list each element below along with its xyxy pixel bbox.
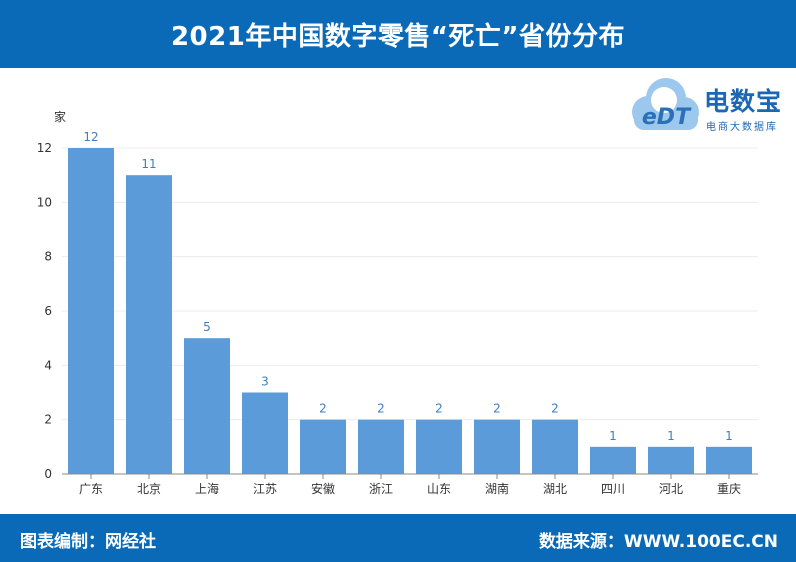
bar [416, 419, 462, 474]
logo-subtitle: 电商大数据库 [706, 122, 778, 133]
bar [706, 446, 752, 474]
bar-value-label: 2 [377, 402, 385, 416]
bar [590, 446, 636, 474]
x-tick-label: 北京 [137, 482, 161, 496]
x-tick-label: 湖南 [485, 481, 509, 496]
page-title: 2021年中国数字零售“死亡”省份分布 [170, 21, 626, 52]
bar-value-label: 5 [203, 320, 211, 334]
logo-mark: eDT [642, 105, 692, 130]
bar-value-label: 2 [319, 402, 327, 416]
y-tick-label: 2 [44, 413, 52, 427]
bar [184, 338, 230, 474]
x-tick-label: 江苏 [253, 482, 277, 496]
bar-value-label: 11 [141, 157, 156, 171]
x-tick-label: 重庆 [717, 482, 741, 496]
y-axis-label: 家 [54, 109, 66, 124]
x-tick-label: 河北 [659, 482, 683, 496]
bar [648, 446, 694, 474]
y-tick-label: 0 [44, 467, 52, 481]
x-axis-labels: 广东 北京 上海 江苏 安徽 浙江 山东 湖南 湖北 四川 河北 重庆 [79, 474, 741, 496]
bar-value-label: 1 [609, 429, 617, 443]
bar-value-label: 2 [551, 402, 559, 416]
y-tick-label: 6 [44, 304, 52, 318]
gridlines [62, 147, 758, 421]
x-tick-label: 湖北 [543, 481, 567, 496]
y-tick-label: 4 [44, 358, 52, 372]
y-axis-ticks: 0 2 4 6 8 10 12 [37, 141, 52, 481]
header-banner: 2021年中国数字零售“死亡”省份分布 [0, 0, 796, 68]
bar [242, 392, 288, 474]
bar [126, 175, 172, 474]
footer-source: 数据来源：WWW.100EC.CN [538, 532, 778, 552]
bar-value-label: 12 [83, 130, 98, 144]
footer-banner: 图表编制：网经社 数据来源：WWW.100EC.CN [0, 514, 796, 562]
bar [300, 419, 346, 474]
y-tick-label: 12 [37, 141, 52, 155]
bar [474, 419, 520, 474]
bar-value-label: 2 [435, 402, 443, 416]
bar-value-label: 1 [667, 429, 675, 443]
bar [358, 419, 404, 474]
footer-editor: 图表编制：网经社 [20, 532, 156, 552]
bar-value-label: 2 [493, 402, 501, 416]
cloud-logo-icon: eDT [632, 78, 699, 130]
bar [68, 148, 114, 474]
x-tick-label: 安徽 [311, 481, 335, 496]
x-tick-label: 上海 [195, 481, 219, 496]
x-tick-label: 浙江 [369, 482, 393, 496]
logo-brand: 电数宝 [704, 87, 783, 116]
y-tick-label: 10 [37, 195, 52, 209]
bar-value-label: 3 [261, 375, 269, 389]
y-tick-label: 8 [44, 250, 52, 264]
logo: eDT 电数宝 电商大数据库 [626, 72, 791, 140]
x-tick-label: 广东 [79, 482, 103, 496]
x-tick-label: 山东 [427, 482, 451, 496]
bar [532, 419, 578, 474]
x-tick-label: 四川 [601, 482, 625, 496]
bar-value-label: 1 [725, 429, 733, 443]
